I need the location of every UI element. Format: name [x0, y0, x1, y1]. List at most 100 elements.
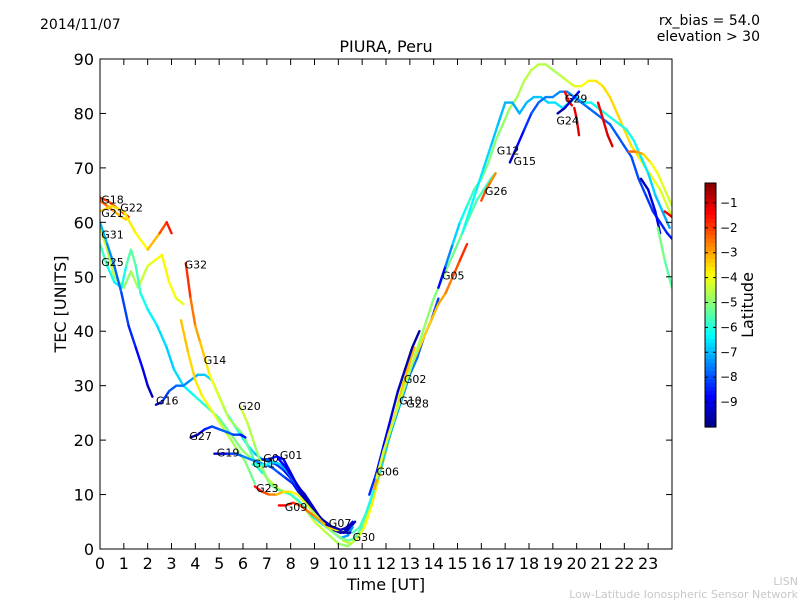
colorbar-swatch: [705, 267, 716, 272]
y-tick-label: 30: [74, 377, 94, 396]
x-tick-label: 11: [352, 554, 372, 573]
satellite-label: G16: [156, 395, 179, 408]
colorbar-swatch: [705, 299, 716, 304]
series-segment: [196, 428, 207, 436]
series-segment: [189, 433, 199, 439]
colorbar-tick-label: −3: [720, 246, 738, 260]
colorbar-swatch: [705, 399, 716, 404]
series-segment: [227, 417, 235, 425]
series-segment: [453, 231, 464, 251]
series-segment: [346, 536, 357, 542]
series-segment: [351, 526, 361, 534]
x-tick-label: 0: [95, 554, 105, 573]
series-segment: [382, 417, 392, 447]
series-segment: [358, 509, 369, 529]
satellite-label: G22: [120, 201, 143, 214]
series-segment: [489, 172, 497, 183]
series-segment: [406, 346, 416, 371]
series-segment: [475, 166, 485, 191]
satellite-label: G24: [556, 114, 579, 127]
satellite-label: G01: [280, 449, 303, 462]
elevation-label: elevation > 30: [656, 29, 760, 45]
series-segment: [468, 199, 478, 219]
colorbar-swatch: [705, 407, 716, 412]
series-segment: [558, 74, 569, 83]
series-segment: [201, 395, 211, 409]
series-segment: [663, 188, 672, 208]
colorbar-swatch: [705, 187, 716, 192]
series-segment: [396, 368, 407, 393]
series-segment: [105, 242, 116, 268]
series-segment: [153, 253, 164, 262]
colorbar-tick-label: −4: [720, 271, 738, 285]
satellite-label: G12: [497, 144, 520, 157]
series-segment: [573, 106, 578, 121]
series-segment: [122, 210, 138, 235]
series-segment: [437, 291, 447, 306]
series-segment: [489, 123, 500, 148]
series-segment: [165, 346, 176, 371]
series-segment: [554, 101, 564, 110]
satellite-label: G15: [514, 155, 537, 168]
x-tick-label: 20: [566, 554, 586, 573]
series-segment: [313, 515, 323, 523]
y-tick-label: 80: [74, 104, 94, 123]
series-segment: [458, 242, 469, 262]
series-segment: [468, 188, 478, 213]
satellite-label: G07: [329, 517, 352, 530]
series-segment: [284, 501, 295, 507]
colorbar-swatch: [705, 223, 716, 228]
series-segment: [649, 161, 659, 175]
series-segment: [403, 362, 414, 387]
series-segment: [289, 490, 299, 496]
series-segment: [580, 79, 590, 88]
series-segment: [563, 98, 574, 110]
series-segment: [570, 90, 581, 102]
y-tick-label: 60: [74, 213, 94, 232]
y-axis-title: TEC [UNITS]: [51, 256, 70, 354]
x-tick-label: 1: [119, 554, 129, 573]
series-segment: [482, 177, 493, 191]
series-segment: [663, 210, 672, 219]
series-segment: [186, 351, 197, 382]
series-segment: [411, 330, 421, 349]
series-segment: [523, 68, 533, 83]
series-segment: [105, 199, 116, 208]
series-segment: [656, 172, 666, 191]
satellite-label: G32: [185, 259, 208, 272]
series-segment: [501, 106, 512, 126]
series-segment: [256, 466, 264, 474]
series-segment: [194, 379, 204, 398]
colorbar-swatch: [705, 239, 716, 244]
y-tick-label: 10: [74, 486, 94, 505]
series-segment: [458, 204, 469, 224]
series-segment: [306, 509, 316, 518]
colorbar-swatch: [705, 219, 716, 224]
colorbar-swatch: [705, 371, 716, 376]
series-segment: [556, 106, 566, 115]
series-segment: [451, 259, 462, 278]
series-g24: [556, 90, 581, 115]
y-axis: 0 10 20 30 40 50 60 70 80 90: [74, 50, 672, 559]
series-segment: [282, 458, 292, 474]
colorbar-swatch: [705, 379, 716, 384]
colorbar-tick-label: −5: [720, 296, 738, 310]
series-segment: [246, 422, 257, 447]
colorbar-swatch: [705, 263, 716, 268]
series-segment: [167, 281, 178, 300]
colorbar-swatch: [705, 391, 716, 396]
colorbar-swatch: [705, 243, 716, 248]
series-segment: [120, 264, 128, 289]
series-segment: [403, 346, 414, 371]
x-tick-label: 15: [447, 554, 467, 573]
series-segment: [389, 389, 400, 420]
colorbar-swatch: [705, 323, 716, 328]
series-segment: [325, 523, 335, 529]
series-segment: [339, 536, 350, 542]
series-layer: [100, 63, 672, 548]
series-segment: [275, 455, 285, 461]
y-tick-label: 20: [74, 431, 94, 450]
series-segment: [182, 379, 192, 387]
series-segment: [217, 395, 226, 409]
series-segment: [475, 188, 485, 202]
